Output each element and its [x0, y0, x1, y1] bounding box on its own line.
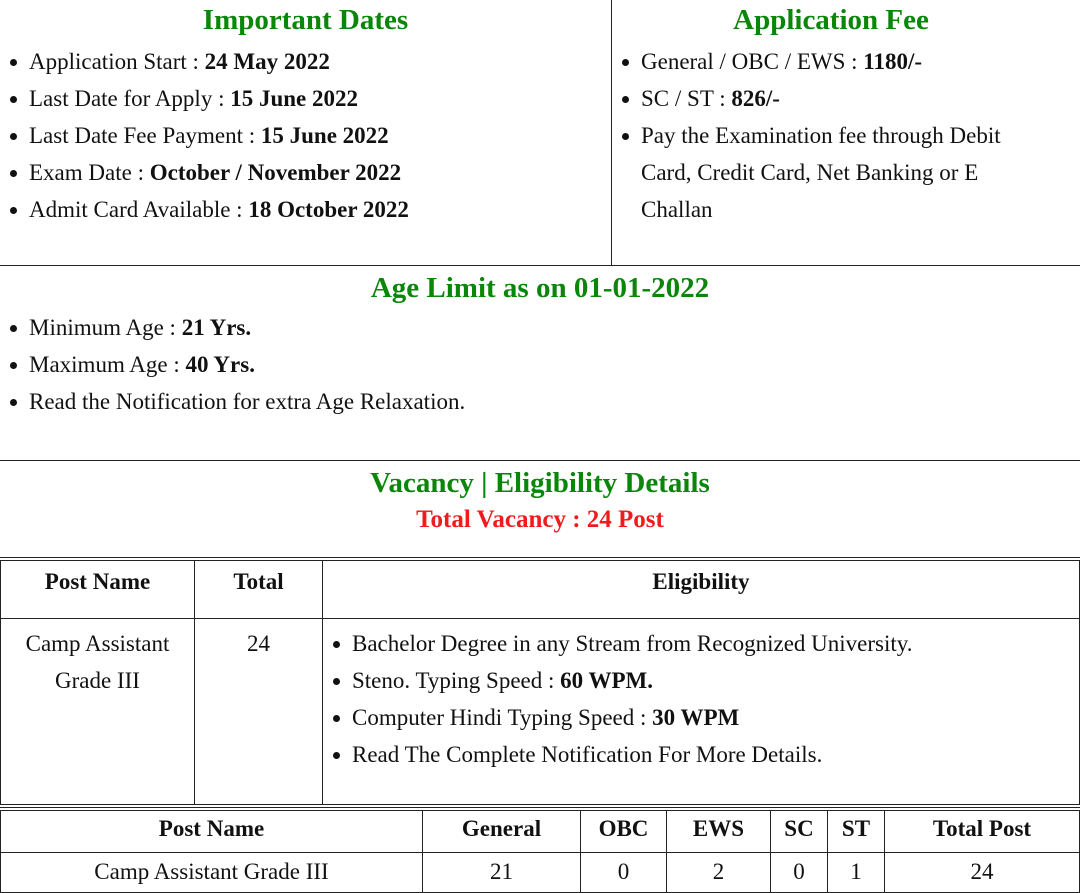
item-label: Minimum Age : — [29, 315, 182, 340]
post-total: 24 — [195, 619, 323, 805]
eligibility-table: Post Name Total Eligibility Camp Assista… — [0, 557, 1080, 805]
header-cell: Total Post — [885, 811, 1080, 853]
item-label: Application Start : — [29, 49, 205, 74]
list-item: Last Date for Apply : 15 June 2022 — [0, 80, 611, 117]
item-value: 15 June 2022 — [260, 123, 389, 148]
table-row: Camp Assistant Grade III 21 0 2 0 1 24 — [0, 853, 1080, 893]
item-label: SC / ST : — [641, 86, 732, 111]
section-title: Application Fee — [733, 4, 929, 36]
list-item: Bachelor Degree in any Stream from Recog… — [323, 625, 1079, 662]
table-cell: 2 — [667, 853, 771, 893]
list-item: Last Date Fee Payment : 15 June 2022 — [0, 117, 611, 154]
header-cell: Post Name — [0, 811, 423, 853]
total-vacancy: Total Vacancy : 24 Post — [416, 506, 664, 533]
list-item: Steno. Typing Speed : 60 WPM. — [323, 662, 1079, 699]
item-label: Steno. Typing Speed : — [352, 668, 561, 693]
item-value: 21 Yrs. — [181, 315, 252, 340]
item-label: Read The Complete Notification For More … — [352, 742, 823, 767]
table-cell: 24 — [885, 853, 1080, 893]
item-value: 18 October 2022 — [248, 197, 409, 222]
list-item: Read The Complete Notification For More … — [323, 736, 1079, 773]
item-value: 30 WPM — [652, 705, 740, 730]
list-item: Application Start : 24 May 2022 — [0, 43, 611, 80]
list-item: Minimum Age : 21 Yrs. — [0, 309, 1080, 346]
header-cell: Total — [195, 561, 323, 619]
top-section: Important Dates Application Start : 24 M… — [0, 0, 1080, 266]
item-label: Bachelor Degree in any Stream from Recog… — [352, 631, 913, 656]
list-item: Maximum Age : 40 Yrs. — [0, 346, 1080, 383]
category-table: Post Name General OBC EWS SC ST Total Post Cam… — [0, 807, 1080, 893]
eligibility-cell: Bachelor Degree in any Stream from Recog… — [323, 619, 1080, 805]
age-limit: Age Limit as on 01-01-2022 Minimum Age :… — [0, 266, 1080, 461]
list-item: Pay the Examination fee through Debit Ca… — [612, 117, 1050, 228]
table-cell: Camp Assistant Grade III — [0, 853, 423, 893]
item-label: Maximum Age : — [29, 352, 186, 377]
section-title: Age Limit as on 01-01-2022 — [370, 272, 710, 304]
item-value: 40 Yrs. — [185, 352, 255, 377]
list-item: General / OBC / EWS : 1180/- — [612, 43, 1050, 80]
list-item: SC / ST : 826/- — [612, 80, 1050, 117]
item-label: Last Date Fee Payment : — [29, 123, 261, 148]
item-value: 1180/- — [863, 49, 923, 74]
item-label: General / OBC / EWS : — [641, 49, 864, 74]
header-cell: Eligibility — [323, 561, 1080, 619]
table-row: Camp Assistant Grade III 24 Bachelor Deg… — [0, 619, 1080, 805]
list-item: Exam Date : October / November 2022 — [0, 154, 611, 191]
table-cell: 1 — [828, 853, 885, 893]
section-title: Important Dates — [202, 4, 409, 36]
header-cell: Post Name — [0, 561, 195, 619]
item-label: Exam Date : — [29, 160, 150, 185]
item-label: Pay the Examination fee through Debit Ca… — [641, 123, 1001, 222]
item-label: Last Date for Apply : — [29, 86, 231, 111]
list-item: Computer Hindi Typing Speed : 30 WPM — [323, 699, 1079, 736]
item-value: 826/- — [731, 86, 780, 111]
item-label: Computer Hindi Typing Speed : — [352, 705, 653, 730]
important-dates: Important Dates Application Start : 24 M… — [0, 0, 612, 265]
table-cell: 0 — [581, 853, 667, 893]
item-value: 24 May 2022 — [204, 49, 330, 74]
header-cell: ST — [828, 811, 885, 853]
header-cell: SC — [771, 811, 828, 853]
application-fee: Application Fee General / OBC / EWS : 11… — [612, 0, 1080, 265]
item-label: Read the Notification for extra Age Rela… — [29, 389, 466, 414]
header-cell: EWS — [667, 811, 771, 853]
list-item: Admit Card Available : 18 October 2022 — [0, 191, 611, 228]
item-value: 15 June 2022 — [230, 86, 359, 111]
table-cell: 21 — [423, 853, 581, 893]
item-label: Admit Card Available : — [29, 197, 249, 222]
item-value: October / November 2022 — [149, 160, 402, 185]
table-cell: 0 — [771, 853, 828, 893]
header-cell: OBC — [581, 811, 667, 853]
item-value: 60 WPM. — [560, 668, 654, 693]
post-name: Camp Assistant Grade III — [0, 619, 195, 805]
list-item: Read the Notification for extra Age Rela… — [0, 383, 1080, 420]
vacancy-header: Vacancy | Eligibility Details Total Vaca… — [0, 461, 1080, 557]
section-title: Vacancy | Eligibility Details — [370, 467, 710, 499]
header-cell: General — [423, 811, 581, 853]
